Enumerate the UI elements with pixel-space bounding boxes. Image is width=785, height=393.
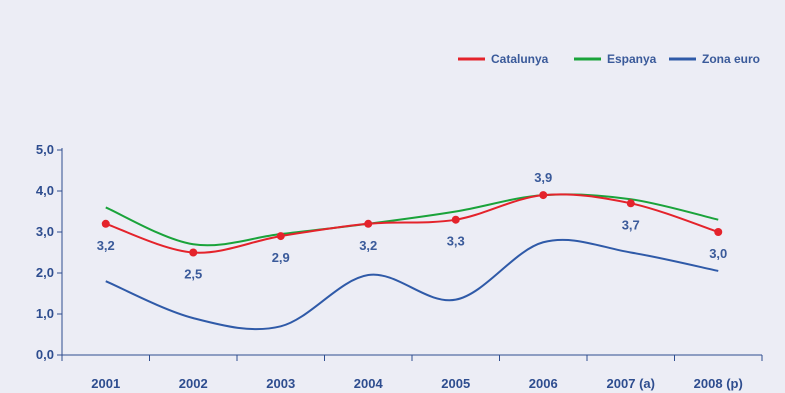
series-lines bbox=[105, 193, 719, 331]
catalunya-point bbox=[714, 228, 723, 236]
y-tick-label: 2,0 bbox=[36, 265, 54, 280]
data-labels: 3,2 2,5 2,9 3,2 3,3 3,9 3,7 3,0 bbox=[97, 170, 728, 281]
data-label: 3,9 bbox=[534, 170, 552, 185]
x-tick-label: 2005 bbox=[441, 376, 470, 391]
x-tick-label: 2003 bbox=[266, 376, 295, 391]
y-tick-label: 1,0 bbox=[36, 306, 54, 321]
data-label: 2,5 bbox=[184, 267, 202, 282]
axes: 0,0 1,0 2,0 3,0 4,0 5,0 2001 2002 2003 2004 2005 20… bbox=[36, 142, 763, 391]
x-tick-label: 2004 bbox=[354, 376, 384, 391]
data-points bbox=[101, 191, 723, 257]
x-tick-label: 2002 bbox=[179, 376, 208, 391]
catalunya-point bbox=[276, 232, 285, 241]
series-line-zona-euro bbox=[105, 238, 719, 331]
catalunya-point bbox=[101, 219, 110, 228]
data-label: 3,2 bbox=[97, 238, 115, 253]
catalunya-point bbox=[189, 248, 198, 257]
catalunya-point bbox=[451, 215, 460, 224]
y-tick-label: 3,0 bbox=[36, 224, 54, 239]
data-label: 2,9 bbox=[272, 250, 290, 265]
series-line-espanya bbox=[105, 193, 719, 247]
x-tick-label: 2006 bbox=[529, 376, 558, 391]
legend-label: Catalunya bbox=[491, 52, 549, 66]
y-tick-label: 0,0 bbox=[36, 347, 54, 362]
series-line-catalunya bbox=[105, 193, 719, 254]
legend-label: Espanya bbox=[607, 52, 657, 66]
y-tick-label: 4,0 bbox=[36, 183, 54, 198]
catalunya-point bbox=[626, 199, 635, 208]
data-label: 3,2 bbox=[359, 238, 377, 253]
x-tick-label: 2008 (p) bbox=[694, 376, 743, 391]
x-tick-label: 2001 bbox=[91, 376, 120, 391]
legend-label: Zona euro bbox=[702, 52, 760, 66]
legend: Catalunya Espanya Zona euro bbox=[458, 52, 760, 66]
data-label: 3,0 bbox=[709, 246, 727, 261]
catalunya-point bbox=[539, 191, 548, 200]
data-label: 3,7 bbox=[622, 217, 640, 232]
catalunya-point bbox=[364, 219, 373, 228]
y-tick-label: 5,0 bbox=[36, 142, 54, 157]
data-label: 3,3 bbox=[447, 234, 465, 249]
x-tick-label: 2007 (a) bbox=[607, 376, 655, 391]
